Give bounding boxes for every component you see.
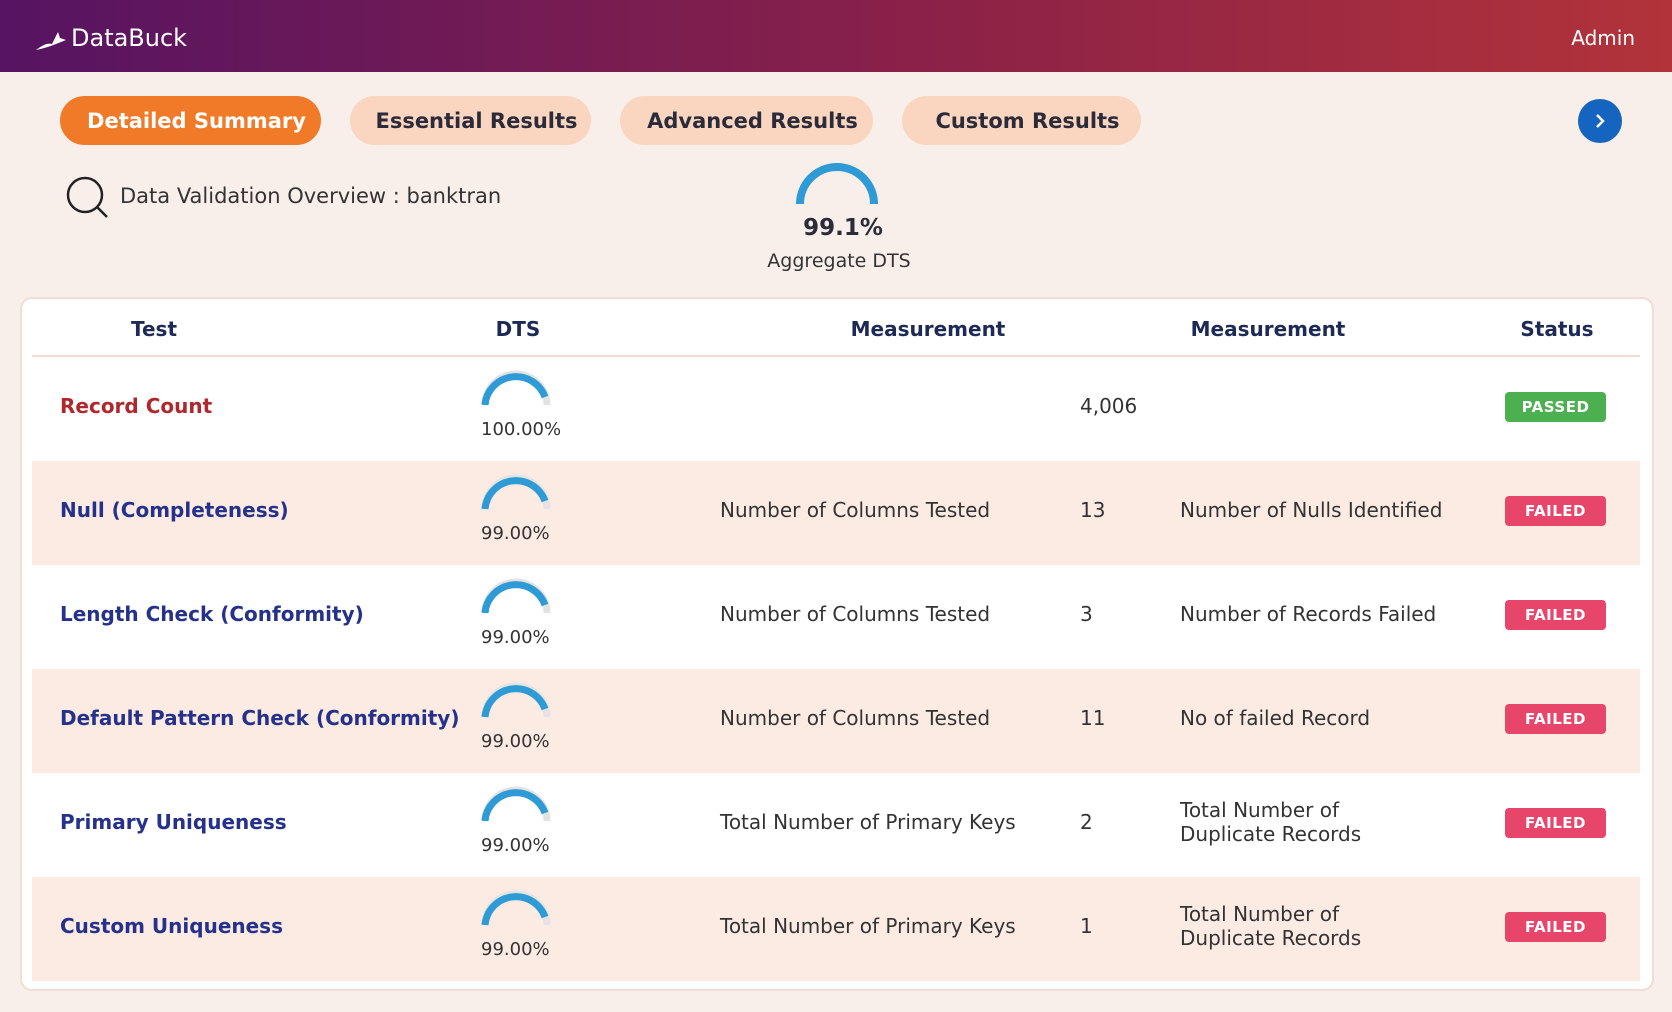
- column-header: Measurement: [1190, 317, 1346, 341]
- table-row: [32, 357, 1640, 461]
- status-badge: FAILED: [1505, 808, 1606, 838]
- header-bar: DataBuck Admin: [0, 0, 1672, 72]
- measurement-label: Number of Columns Tested: [720, 602, 991, 626]
- measurement-label: Total Number of Primary Keys: [720, 810, 1016, 834]
- status-badge: FAILED: [1505, 704, 1606, 734]
- dts-value: 99.00%: [481, 835, 550, 856]
- measurement-label: Number of Nulls Identified: [1180, 498, 1443, 522]
- table-row: [32, 877, 1640, 981]
- next-button[interactable]: [1577, 98, 1623, 144]
- header-divider: [32, 355, 1640, 357]
- measurement-value: 1: [1080, 914, 1093, 938]
- column-header: DTS: [495, 317, 541, 341]
- table-row: [32, 669, 1640, 773]
- dts-gauge: [481, 474, 551, 510]
- measurement-value: 3: [1080, 602, 1093, 626]
- brand: DataBuck: [71, 24, 188, 52]
- measurement-label: Total Number of Duplicate Records: [1180, 798, 1362, 846]
- tab[interactable]: Essential Results: [350, 96, 591, 145]
- measurement-label: Total Number of Duplicate Records: [1180, 902, 1362, 950]
- tab[interactable]: Custom Results: [902, 96, 1141, 145]
- column-header: Test: [130, 317, 178, 341]
- dts-value: 99.00%: [481, 523, 550, 544]
- dts-gauge: [481, 370, 551, 406]
- table-row: [32, 461, 1640, 565]
- table-row: [32, 565, 1640, 669]
- status-badge: FAILED: [1505, 496, 1606, 526]
- dts-gauge: [481, 890, 551, 926]
- test-name[interactable]: Default Pattern Check (Conformity): [60, 706, 460, 730]
- column-header: Status: [1520, 317, 1594, 341]
- search-icon: [66, 176, 108, 218]
- aggregate-label: Aggregate DTS: [767, 250, 911, 272]
- measurement-label: Number of Columns Tested: [720, 706, 991, 730]
- dts-value: 100.00%: [481, 419, 562, 440]
- user-menu[interactable]: Admin: [1571, 26, 1635, 50]
- measurement-label: Number of Records Failed: [1180, 602, 1437, 626]
- status-badge: FAILED: [1505, 912, 1606, 942]
- measurement-label: Total Number of Primary Keys: [720, 914, 1016, 938]
- tab[interactable]: Advanced Results: [620, 96, 873, 145]
- dts-value: 99.00%: [481, 627, 550, 648]
- measurement-value: 11: [1080, 706, 1106, 730]
- measurement-label: Number of Columns Tested: [720, 498, 991, 522]
- measurement-value: 4,006: [1080, 394, 1138, 418]
- dts-value: 99.00%: [481, 939, 550, 960]
- measurement-value: 13: [1080, 498, 1106, 522]
- table-row: [32, 773, 1640, 877]
- test-name[interactable]: Null (Completeness): [60, 498, 289, 522]
- dts-gauge: [481, 786, 551, 822]
- aggregate-value: 99.1%: [803, 215, 883, 241]
- logo-icon: [36, 32, 66, 50]
- dts-gauge: [481, 682, 551, 718]
- test-name[interactable]: Custom Uniqueness: [60, 914, 283, 938]
- test-name[interactable]: Record Count: [60, 394, 213, 418]
- test-name[interactable]: Primary Uniqueness: [60, 810, 287, 834]
- column-header: Measurement: [850, 317, 1006, 341]
- dts-value: 99.00%: [481, 731, 550, 752]
- tab[interactable]: Detailed Summary: [60, 96, 321, 145]
- aggregate-gauge: [796, 163, 878, 205]
- measurement-label: No of failed Record: [1180, 706, 1371, 730]
- overview-title: Data Validation Overview : banktran: [120, 184, 502, 208]
- status-badge: FAILED: [1505, 600, 1606, 630]
- measurement-value: 2: [1080, 810, 1093, 834]
- test-name[interactable]: Length Check (Conformity): [60, 602, 364, 626]
- status-badge: PASSED: [1505, 392, 1606, 422]
- dts-gauge: [481, 578, 551, 614]
